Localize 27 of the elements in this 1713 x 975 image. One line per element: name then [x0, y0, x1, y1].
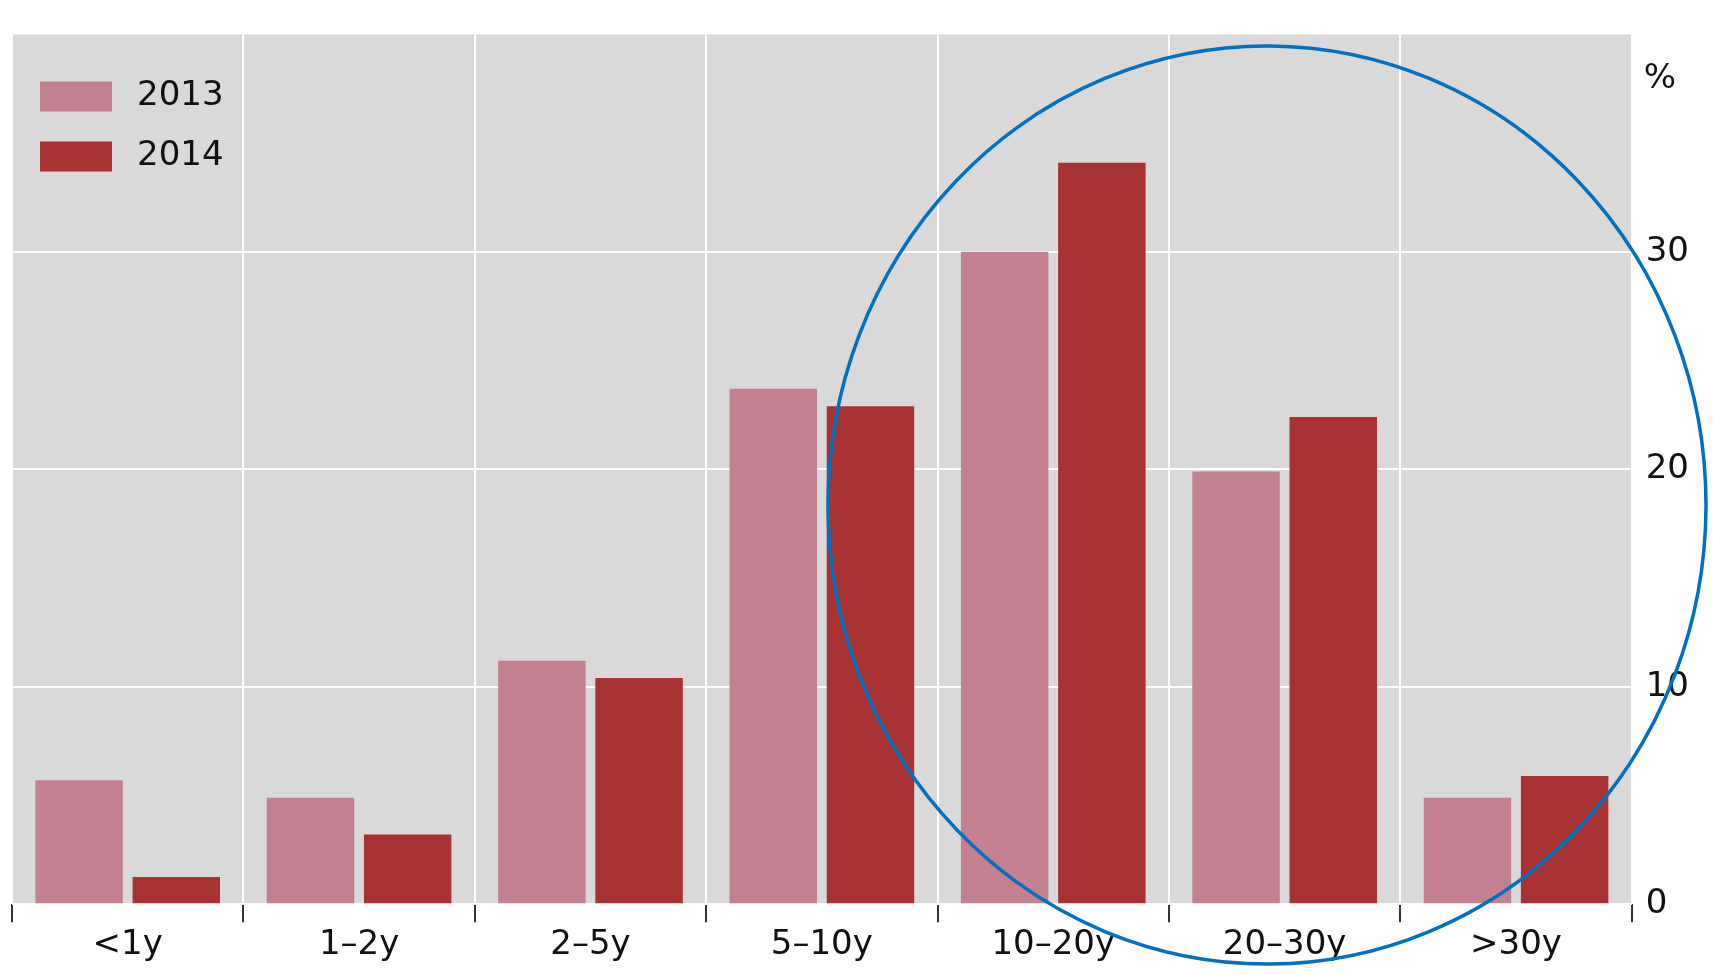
x-tick-label: 20–30y	[1222, 922, 1347, 963]
bar	[826, 406, 915, 904]
bar	[1192, 471, 1280, 904]
y-axis-title: %	[1643, 56, 1677, 97]
bar	[363, 834, 452, 904]
bar	[960, 251, 1049, 904]
bar	[1423, 797, 1512, 904]
bar	[1289, 417, 1377, 904]
x-tick-label: 10–20y	[991, 922, 1116, 963]
y-tick-label: 20	[1645, 446, 1689, 487]
y-tick-label: 0	[1645, 881, 1668, 922]
legend-label: 2013	[137, 73, 224, 114]
x-tick-label: 5–10y	[770, 922, 873, 963]
x-tick-label: <1y	[92, 922, 163, 963]
legend-label: 2014	[137, 133, 224, 174]
bar	[498, 660, 586, 904]
bar	[35, 780, 123, 904]
bar	[729, 388, 818, 904]
x-tick-label: 2–5y	[550, 922, 631, 963]
bar	[266, 797, 355, 904]
bar	[595, 678, 683, 904]
bar	[1058, 162, 1146, 904]
y-tick-label: 30	[1645, 228, 1689, 269]
x-tick-label: 1–2y	[318, 922, 400, 963]
bar	[1520, 775, 1609, 904]
bar	[132, 877, 221, 904]
x-tick-label: >30y	[1470, 922, 1562, 963]
